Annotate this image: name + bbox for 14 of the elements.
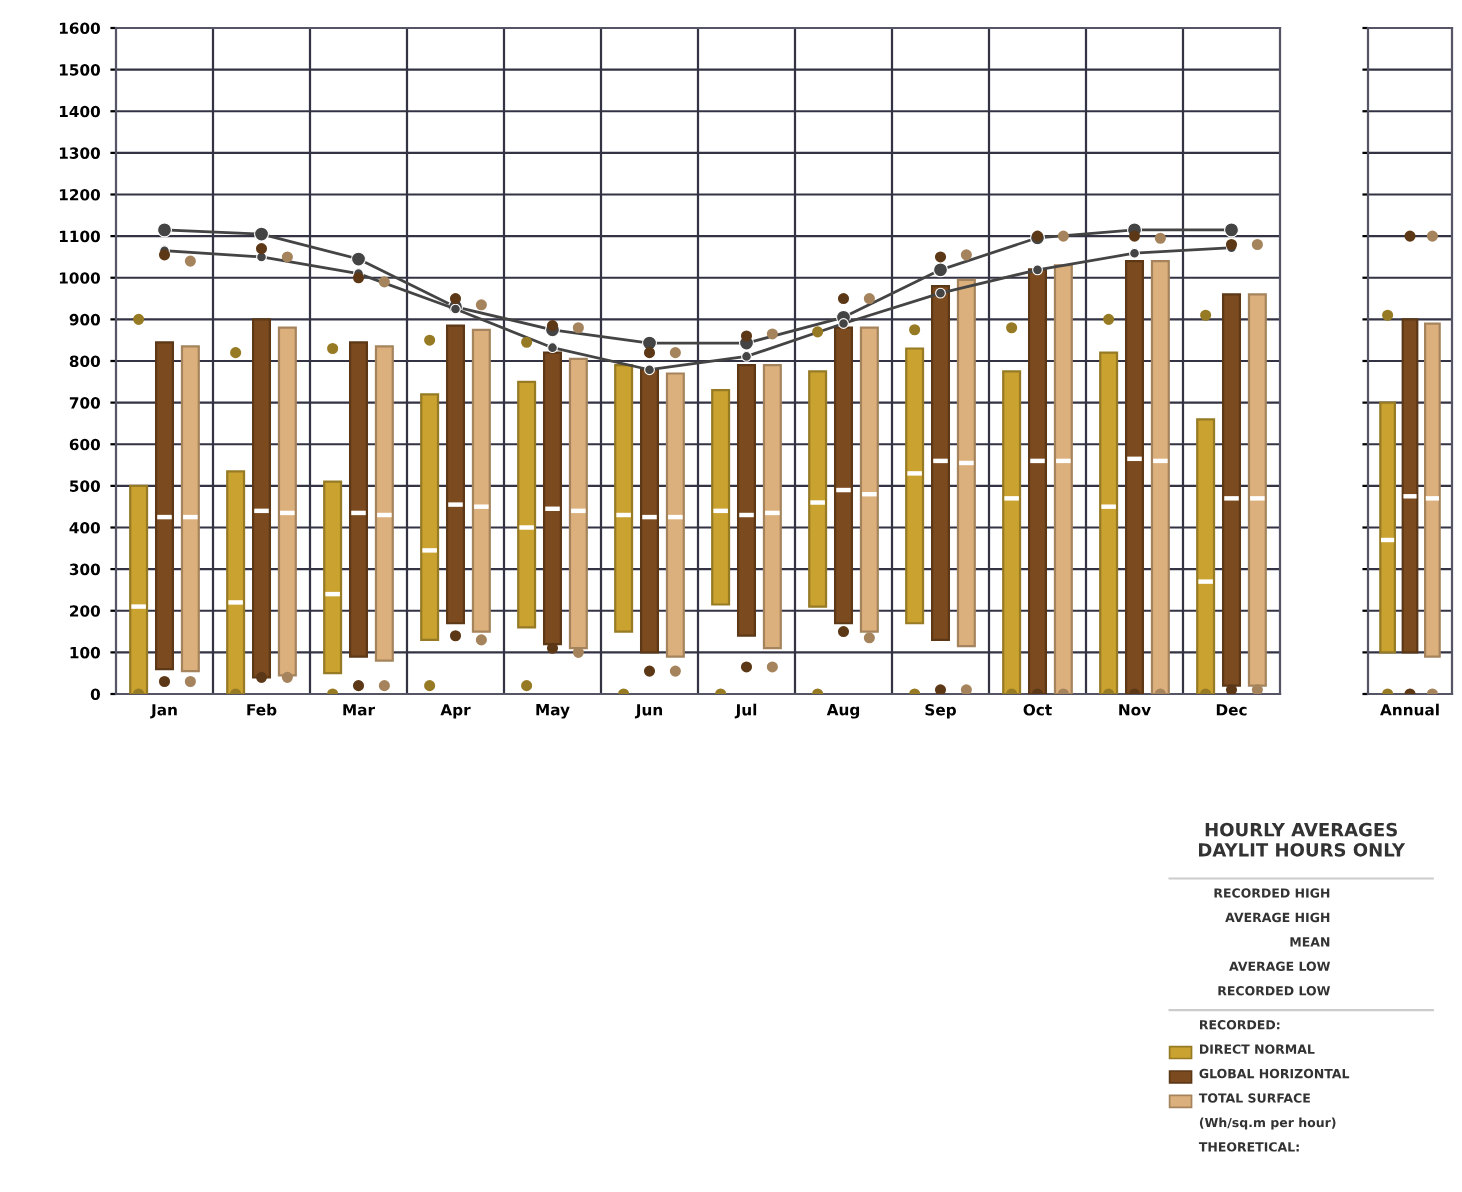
point <box>157 222 172 238</box>
point <box>838 318 849 329</box>
point <box>935 287 946 299</box>
legend-title: HOURLY AVERAGES DAYLIT HOURS ONLY <box>1199 822 1406 857</box>
point <box>254 226 269 242</box>
point <box>933 262 948 278</box>
point <box>1032 264 1043 276</box>
point <box>741 351 752 362</box>
point <box>1224 222 1239 238</box>
point <box>547 342 558 354</box>
point <box>351 251 366 267</box>
point <box>1129 247 1140 259</box>
point <box>450 303 461 315</box>
point <box>644 364 655 376</box>
